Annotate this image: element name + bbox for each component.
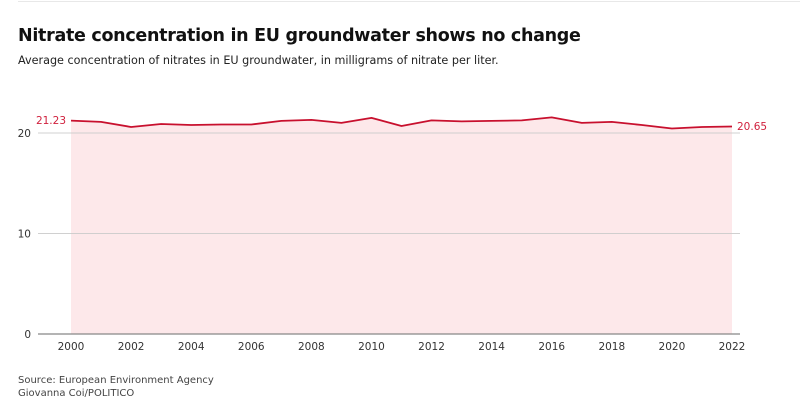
top-divider	[18, 1, 800, 2]
x-tick-label: 2010	[358, 341, 385, 353]
x-tick-label: 2014	[478, 341, 505, 353]
credit-note: Giovanna Coi/POLITICO	[18, 388, 135, 399]
series-line	[70, 116, 733, 130]
end-value-label: 20.65	[737, 121, 767, 133]
x-tick-label: 2016	[538, 341, 565, 353]
area-fill	[71, 117, 732, 335]
x-tick-label: 2018	[598, 341, 625, 353]
footer: Source: European Environment Agency Giov…	[18, 374, 214, 400]
chart-title: Nitrate concentration in EU groundwater …	[18, 26, 581, 46]
grid-layer: 0 10 20 2000 2002 2004 2006 2008 2010 2012 2014 201…	[18, 128, 746, 353]
label-layer: 21.23 20.65	[36, 115, 767, 133]
chart-subtitle: Average concentration of nitrates in EU …	[18, 54, 499, 67]
line-layer	[70, 116, 733, 130]
y-tick-label: 20	[18, 128, 31, 140]
y-tick-label: 0	[24, 329, 31, 341]
x-tick-label: 2000	[58, 341, 85, 353]
x-tick-label: 2002	[118, 341, 145, 353]
source-note: Source: European Environment Agency	[18, 375, 214, 386]
x-tick-label: 2008	[298, 341, 325, 353]
y-tick-label: 10	[18, 229, 31, 241]
x-tick-label: 2012	[418, 341, 445, 353]
x-tick-label: 2006	[238, 341, 265, 353]
x-tick-label: 2022	[719, 341, 746, 353]
start-value-label: 21.23	[36, 115, 66, 127]
area-layer	[71, 117, 732, 335]
x-tick-label: 2004	[178, 341, 205, 353]
x-tick-label: 2020	[659, 341, 686, 353]
